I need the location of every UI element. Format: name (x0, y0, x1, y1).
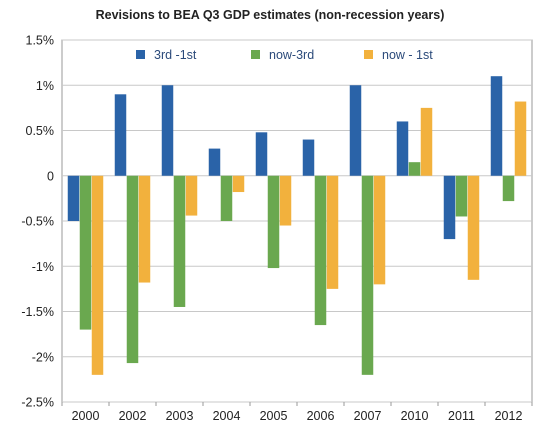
legend-label: 3rd -1st (154, 48, 197, 62)
legend-label: now-3rd (269, 48, 314, 62)
bar-now-3rd-2012 (502, 175, 515, 202)
x-tick-label: 2005 (260, 409, 288, 423)
bar-3rd-1st-2006 (302, 139, 315, 176)
x-tick-label: 2007 (354, 409, 382, 423)
y-axis: 1.5% 1% 0.5% 0 -0.5% -1% -1.5% -2% -2.5% (21, 34, 54, 410)
bar-now-1st-2005 (279, 175, 292, 226)
bar-now-3rd-2002 (126, 175, 139, 364)
bar-now-1st-2004 (232, 175, 245, 193)
bar-now-1st-2011 (467, 175, 480, 280)
y-tick-label: -1.5% (21, 305, 54, 319)
bar-3rd-1st-2004 (208, 148, 221, 176)
bars (67, 76, 527, 375)
legend-swatch (251, 50, 260, 59)
bar-3rd-1st-2003 (161, 85, 174, 176)
bar-now-1st-2002 (138, 175, 151, 283)
x-tick-label: 2003 (166, 409, 194, 423)
bar-now-1st-2000 (91, 175, 104, 375)
y-tick-label: 0.5% (26, 124, 55, 138)
y-tick-label: 1% (36, 79, 54, 93)
bar-now-3rd-2005 (267, 175, 280, 269)
bar-now-3rd-2003 (173, 175, 186, 307)
x-tick-label: 2002 (119, 409, 147, 423)
x-axis: 2000 2002 2003 2004 2005 2006 2007 2010 2011 2012 (61, 402, 533, 423)
y-tick-label: 0 (47, 169, 54, 183)
bar-3rd-1st-2011 (443, 175, 456, 240)
x-tick-label: 2000 (72, 409, 100, 423)
legend-label: now - 1st (382, 48, 433, 62)
x-tick-label: 2011 (448, 409, 475, 423)
bar-now-3rd-2010 (408, 162, 421, 176)
x-tick-label: 2004 (213, 409, 241, 423)
bar-now-1st-2003 (185, 175, 198, 216)
x-tick-label: 2010 (401, 409, 429, 423)
bar-now-3rd-2006 (314, 175, 327, 326)
bar-now-1st-2007 (373, 175, 386, 285)
y-tick-label: -0.5% (21, 215, 54, 229)
y-tick-label: 1.5% (26, 34, 55, 48)
legend: 3rd -1st now-3rd now - 1st (136, 48, 433, 62)
bar-now-3rd-2011 (455, 175, 468, 217)
bar-now-3rd-2007 (361, 175, 374, 375)
bar-now-1st-2012 (514, 101, 527, 176)
bar-3rd-1st-2010 (396, 121, 409, 176)
bar-now-1st-2010 (420, 107, 433, 176)
y-tick-label: -1% (32, 260, 54, 274)
x-tick-label: 2012 (495, 409, 523, 423)
bar-now-3rd-2004 (220, 175, 233, 221)
bar-3rd-1st-2000 (67, 175, 80, 221)
bar-3rd-1st-2007 (349, 85, 362, 176)
chart-title: Revisions to BEA Q3 GDP estimates (non-r… (95, 8, 445, 22)
bar-3rd-1st-2005 (255, 132, 268, 176)
bar-now-3rd-2000 (79, 175, 92, 330)
bar-now-1st-2006 (326, 175, 339, 289)
y-tick-label: -2.5% (21, 396, 54, 410)
legend-swatch (136, 50, 145, 59)
y-tick-label: -2% (32, 350, 54, 364)
bar-3rd-1st-2012 (490, 76, 503, 176)
legend-swatch (364, 50, 373, 59)
bar-3rd-1st-2002 (114, 94, 127, 176)
x-tick-label: 2006 (307, 409, 335, 423)
